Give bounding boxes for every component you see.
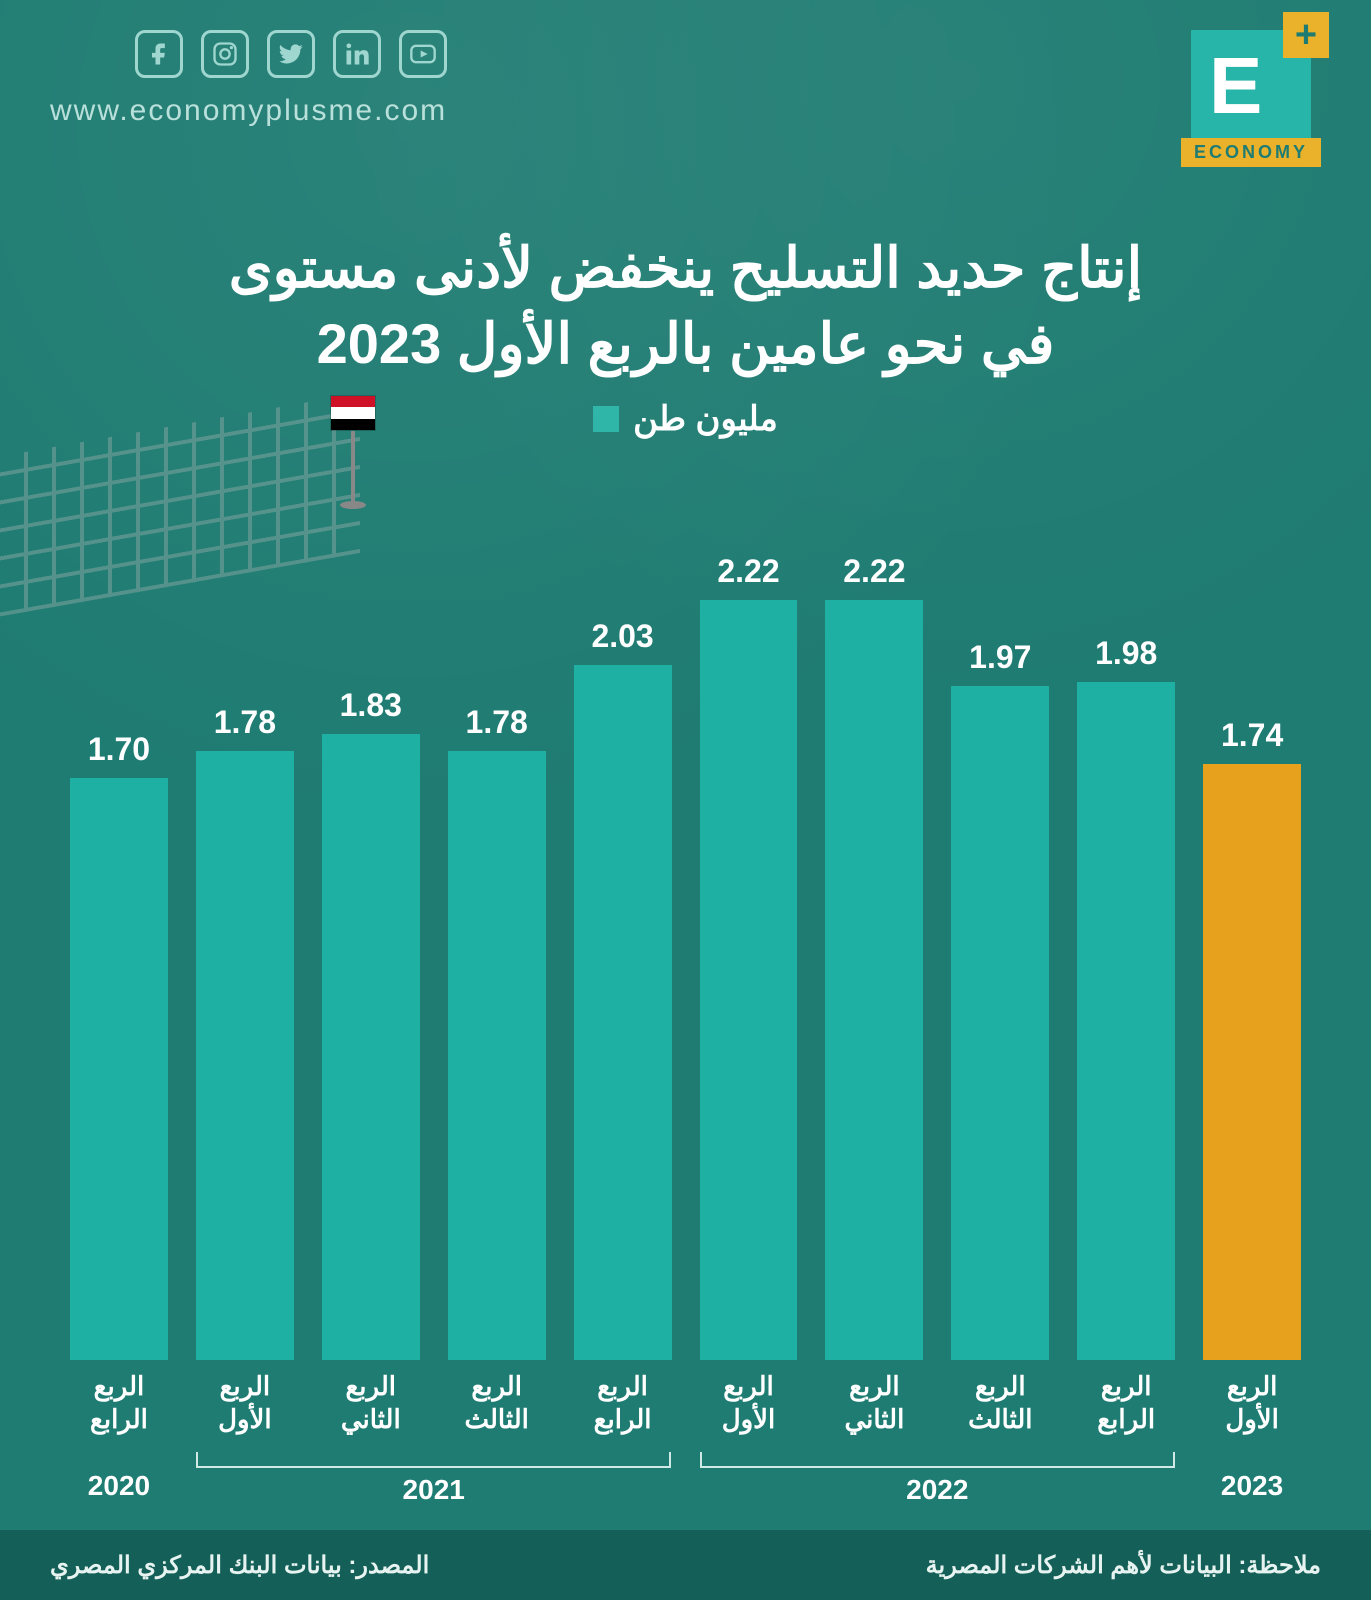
instagram-icon[interactable] [201,30,249,78]
bars-container: 1.701.781.831.782.032.222.221.971.981.74 [70,560,1301,1360]
footer-note: ملاحظة: البيانات لأهم الشركات المصرية [926,1551,1321,1580]
legend-label: مليون طن [633,399,778,439]
bar-value-label: 1.83 [340,687,402,724]
bar [70,778,168,1360]
bar-value-label: 1.70 [88,731,150,768]
youtube-icon[interactable] [399,30,447,78]
twitter-icon[interactable] [267,30,315,78]
bar-col: 1.83 [322,687,420,1360]
bar-chart: 1.701.781.831.782.032.222.221.971.981.74 [70,560,1301,1360]
year-label: 2020 [88,1470,150,1502]
bar [196,751,294,1360]
bar-value-label: 1.97 [969,639,1031,676]
x-axis-quarter-label: الربعالثالث [448,1370,546,1435]
x-axis-quarter-label: الربعالأول [700,1370,798,1435]
bar [700,600,798,1360]
logo-letter: E [1209,40,1262,132]
bar-col: 1.97 [951,639,1049,1360]
facebook-icon[interactable] [135,30,183,78]
footer-source: المصدر: بيانات البنك المركزي المصري [50,1551,429,1580]
bar [951,686,1049,1360]
legend: مليون طن [0,399,1371,439]
bar-col: 1.98 [1077,635,1175,1360]
header: www.economyplusme.com E + ECONOMY [0,0,1371,200]
year-label: 2022 [906,1474,968,1506]
bar-col: 2.03 [574,618,672,1360]
bar-col: 1.70 [70,731,168,1360]
x-axis-quarter-label: الربعالرابع [70,1370,168,1435]
logo-plus: + [1283,12,1329,58]
year-bracket [196,1452,672,1468]
bar-value-label: 1.98 [1095,635,1157,672]
year-group-row: 2020 2021 2022 2023 [70,1452,1301,1522]
bar [322,734,420,1360]
year-group: 2023 [1203,1452,1301,1502]
bar-value-label: 1.78 [466,704,528,741]
bar-value-label: 1.78 [214,704,276,741]
year-group: 2021 [196,1452,672,1506]
x-axis-quarter-label: الربعالأول [196,1370,294,1435]
logo-box: E + [1191,30,1311,150]
bar [825,600,923,1360]
footer: ملاحظة: البيانات لأهم الشركات المصرية ال… [0,1530,1371,1600]
bar-value-label: 1.74 [1221,717,1283,754]
logo-strip: ECONOMY [1181,138,1321,167]
year-group: 2020 [70,1452,168,1502]
year-label: 2023 [1221,1470,1283,1502]
social-icons [50,30,447,78]
bar-value-label: 2.03 [591,618,653,655]
bar [1077,682,1175,1360]
year-bracket [700,1452,1176,1468]
bar-col: 1.78 [448,704,546,1360]
linkedin-icon[interactable] [333,30,381,78]
website-url[interactable]: www.economyplusme.com [50,94,447,128]
x-axis-quarter-label: الربعالثاني [825,1370,923,1435]
bar-value-label: 2.22 [717,553,779,590]
bar-col: 1.74 [1203,717,1301,1360]
x-axis-labels: الربعالرابع الربعالأول الربعالثاني الربعالث… [70,1370,1301,1435]
year-label: 2021 [403,1474,465,1506]
bar-col: 1.78 [196,704,294,1360]
bar-value-label: 2.22 [843,553,905,590]
x-axis-quarter-label: الربعالثاني [322,1370,420,1435]
title-line-1: إنتاج حديد التسليح ينخفض لأدنى مستوى [60,230,1311,306]
bar-col: 2.22 [825,553,923,1360]
year-group: 2022 [700,1452,1176,1506]
title-line-2: في نحو عامين بالربع الأول 2023 [60,306,1311,382]
bar [574,665,672,1360]
title-block: إنتاج حديد التسليح ينخفض لأدنى مستوى في … [60,230,1311,381]
x-axis-quarter-label: الربعالرابع [1077,1370,1175,1435]
bar [1203,764,1301,1360]
x-axis-quarter-label: الربعالثالث [951,1370,1049,1435]
bar [448,751,546,1360]
header-right: www.economyplusme.com [50,30,447,128]
x-axis-quarter-label: الربعالرابع [574,1370,672,1435]
legend-swatch [593,406,619,432]
brand-logo: E + ECONOMY [1181,30,1321,167]
bar-col: 2.22 [700,553,798,1360]
x-axis-quarter-label: الربعالأول [1203,1370,1301,1435]
